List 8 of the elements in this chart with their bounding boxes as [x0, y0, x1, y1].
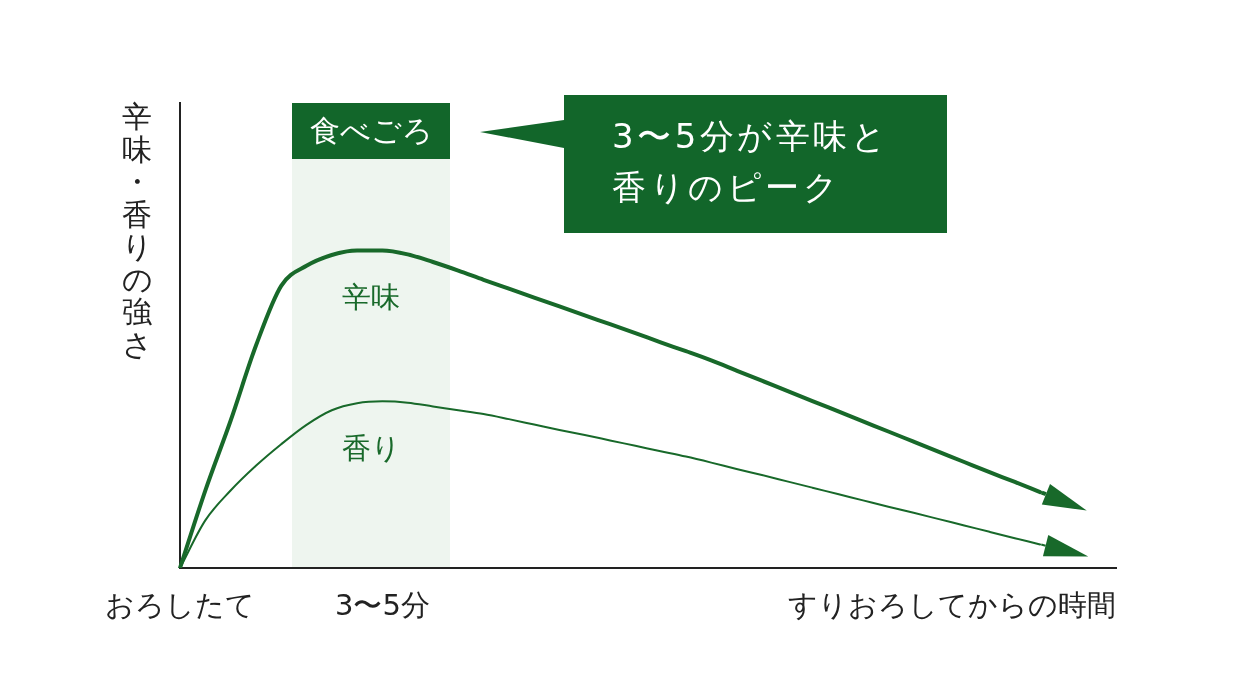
y-axis-title: 辛味・香りの強さ: [122, 99, 153, 362]
x-tick-label: 3〜5分: [334, 587, 430, 622]
text: 食べごろ: [309, 113, 433, 148]
series-label: 辛味: [342, 280, 400, 315]
x-axis-title: すりおろしてからの時間: [788, 587, 1116, 622]
series-label: 香り: [341, 430, 401, 465]
x-tick-label: おろしたて: [105, 587, 255, 622]
text: 3〜5分が辛味と香りのピーク: [612, 115, 891, 209]
